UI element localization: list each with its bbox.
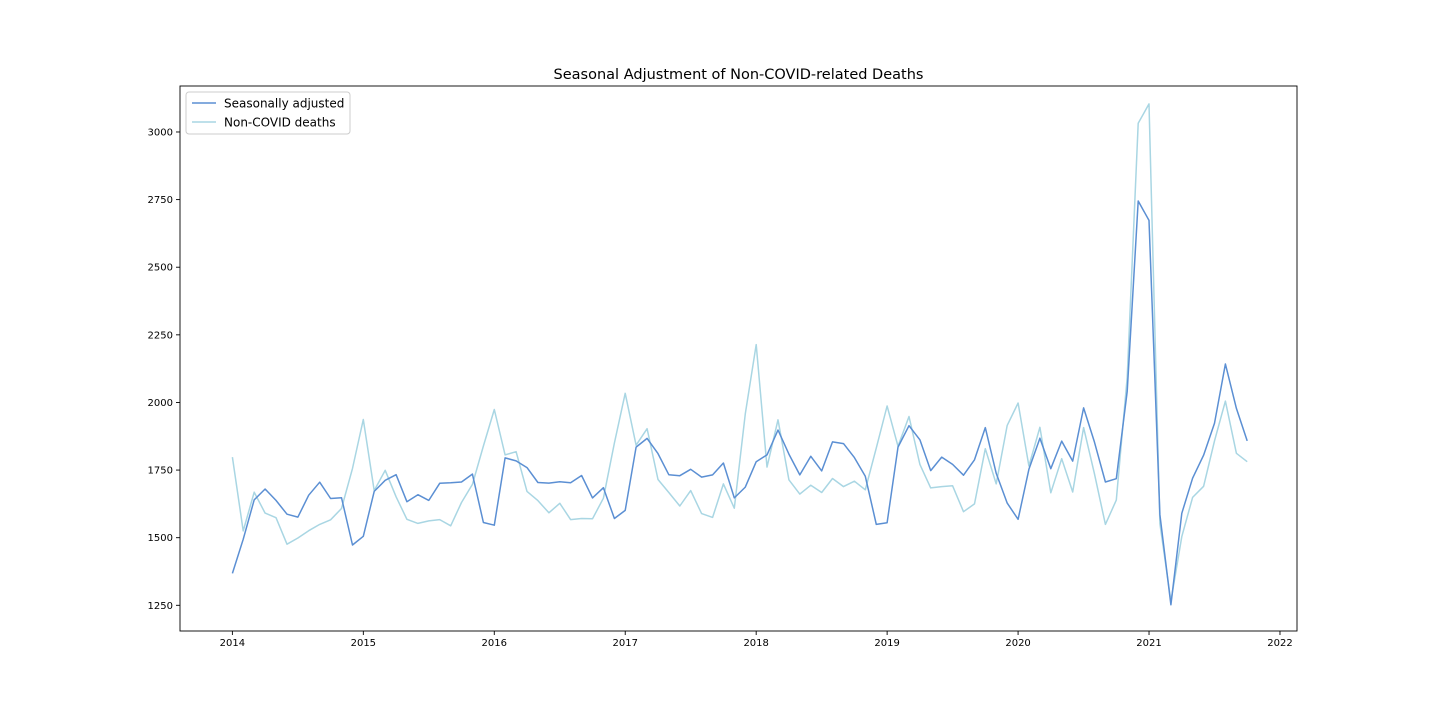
- legend-box: [185, 91, 351, 135]
- x-axis: 2014 2015 2016 2017 2018 2019 2020 2021 2022: [220, 631, 1293, 649]
- y-tick-label: 3000: [148, 127, 173, 138]
- series-line-0: [231, 200, 1248, 606]
- legend: Seasonally adjusted Non-COVID deaths: [185, 91, 351, 135]
- x-tick-label: 2020: [1005, 638, 1030, 649]
- x-tick-label: 2018: [743, 638, 768, 649]
- x-tick-label: 2022: [1267, 638, 1292, 649]
- series-line-1: [231, 103, 1248, 602]
- y-tick-label: 2500: [148, 263, 173, 274]
- series-layer: [231, 103, 1248, 606]
- x-tick-label: 2019: [874, 638, 899, 649]
- y-tick-label: 1500: [148, 533, 173, 544]
- y-tick-label: 2250: [148, 330, 173, 341]
- x-tick-label: 2016: [482, 638, 507, 649]
- chart-title: Seasonal Adjustment of Non-COVID-related…: [554, 67, 924, 83]
- y-tick-label: 2750: [148, 195, 173, 206]
- y-tick-label: 1750: [148, 466, 173, 477]
- x-tick-label: 2014: [220, 638, 245, 649]
- legend-label-1: Non-COVID deaths: [224, 116, 336, 130]
- x-tick-label: 2017: [613, 638, 638, 649]
- plot-frame: [179, 85, 1298, 632]
- y-tick-label: 2000: [148, 398, 173, 409]
- x-tick-label: 2015: [351, 638, 376, 649]
- y-axis: 1250 1500 1750 2000 2250 2500 2750 3000: [148, 127, 180, 612]
- legend-label-0: Seasonally adjusted: [224, 97, 344, 111]
- x-tick-label: 2021: [1136, 638, 1161, 649]
- y-tick-label: 1250: [148, 601, 173, 612]
